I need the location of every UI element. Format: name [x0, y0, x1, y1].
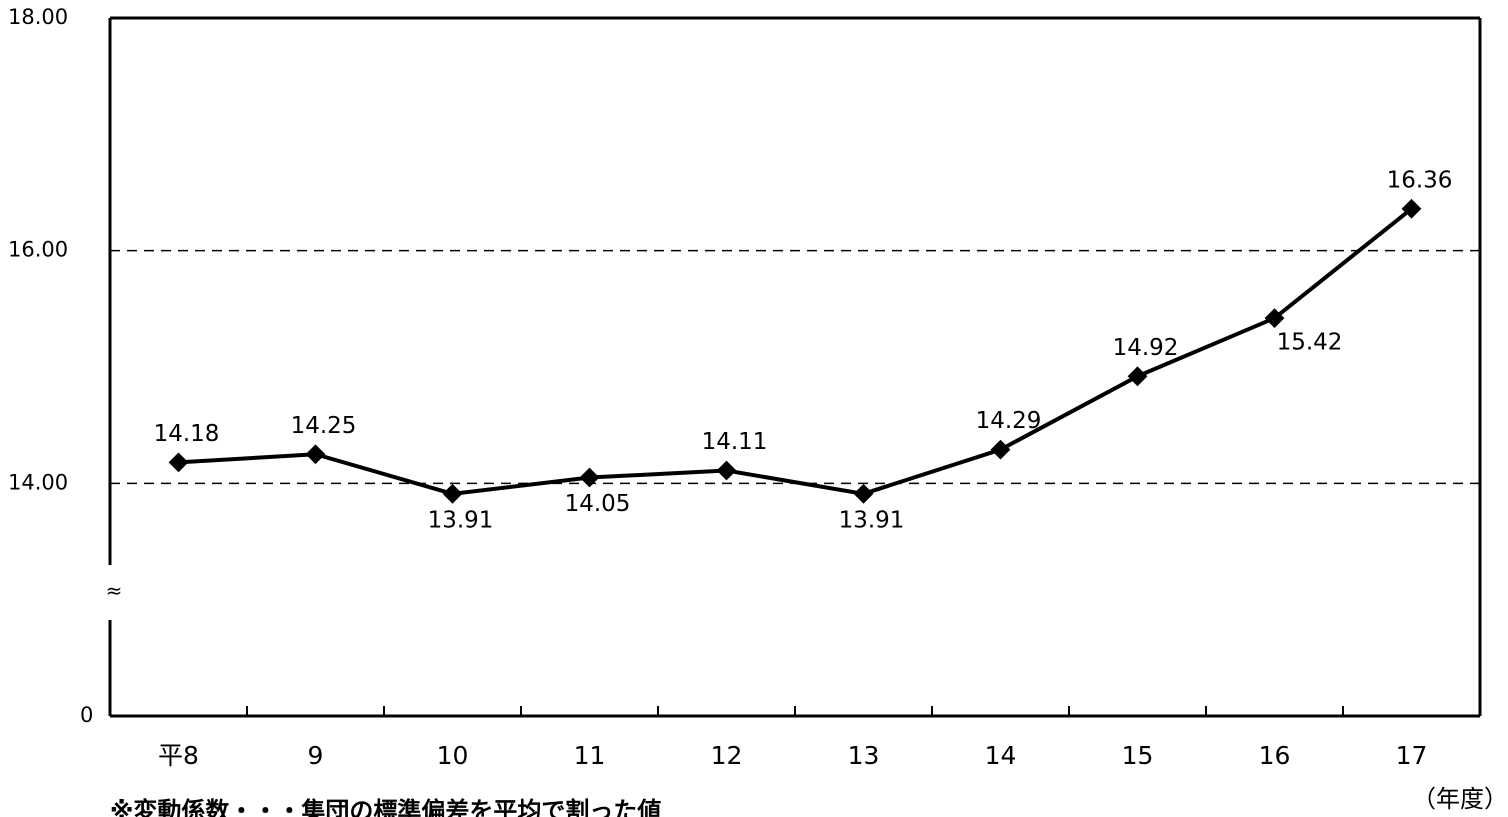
data-label: 14.29 — [976, 408, 1042, 434]
data-label: 15.42 — [1277, 330, 1343, 356]
data-label: 16.36 — [1387, 167, 1453, 193]
x-tick-label: 9 — [308, 741, 324, 770]
x-tick-label: 15 — [1122, 741, 1154, 770]
marker — [579, 467, 600, 488]
x-tick-label: 12 — [711, 741, 743, 770]
marker — [1264, 308, 1285, 329]
data-label: 14.25 — [291, 413, 357, 439]
x-tick-label: 11 — [574, 741, 606, 770]
x-tick-label: 13 — [848, 741, 880, 770]
y-tick-label: 0 — [80, 703, 93, 727]
marker — [716, 460, 737, 481]
marker — [1127, 366, 1148, 387]
marker — [168, 452, 189, 473]
x-tick-label: 17 — [1396, 741, 1428, 770]
x-axis-label: （年度） — [1412, 785, 1508, 813]
data-label: 13.91 — [428, 507, 494, 533]
marker — [442, 483, 463, 504]
x-tick-label: 平8 — [158, 741, 199, 770]
y-tick-label: 16.00 — [8, 238, 68, 262]
marker — [990, 439, 1011, 460]
data-label: 13.91 — [839, 507, 905, 533]
axis-break: ≈ — [106, 579, 123, 603]
x-tick-label: 10 — [437, 741, 469, 770]
x-tick-label: 14 — [985, 741, 1017, 770]
y-tick-label: 18.00 — [8, 5, 68, 29]
marker — [853, 483, 874, 504]
data-label: 14.05 — [565, 491, 631, 517]
note: ※変動係数・・・集団の標準偏差を平均で割った値 — [110, 797, 661, 817]
x-tick-label: 16 — [1259, 741, 1291, 770]
data-label: 14.92 — [1113, 335, 1179, 361]
data-label: 14.11 — [702, 429, 768, 455]
marker — [305, 444, 326, 465]
marker — [1401, 198, 1422, 219]
line — [178, 207, 1413, 496]
y-tick-label: 14.00 — [8, 470, 68, 494]
data-label: 14.18 — [154, 421, 220, 447]
